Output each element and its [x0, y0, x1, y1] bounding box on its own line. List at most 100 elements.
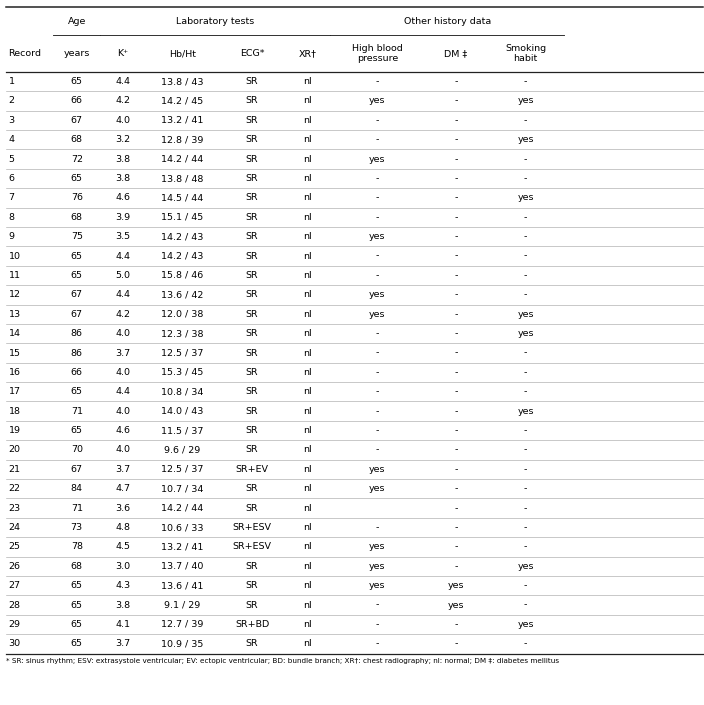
Text: 5: 5	[8, 154, 15, 164]
Text: nl: nl	[303, 465, 312, 474]
Text: 13.8 / 43: 13.8 / 43	[161, 77, 203, 86]
Text: 12.5 / 37: 12.5 / 37	[161, 348, 203, 357]
Text: -: -	[454, 97, 458, 106]
Text: 23: 23	[8, 503, 20, 513]
Text: yes: yes	[369, 97, 386, 106]
Text: SR+ESV: SR+ESV	[232, 542, 272, 551]
Text: nl: nl	[303, 174, 312, 183]
Text: 4.0: 4.0	[115, 329, 130, 338]
Text: nl: nl	[303, 426, 312, 435]
Text: 65: 65	[70, 581, 83, 590]
Text: DM ‡: DM ‡	[444, 49, 467, 58]
Text: nl: nl	[303, 484, 312, 493]
Text: -: -	[376, 77, 379, 86]
Text: 5.0: 5.0	[115, 271, 130, 280]
Text: -: -	[376, 135, 379, 145]
Text: 4.0: 4.0	[115, 116, 130, 125]
Text: 4.0: 4.0	[115, 407, 130, 416]
Text: 12.7 / 39: 12.7 / 39	[161, 620, 203, 629]
Text: 65: 65	[70, 77, 83, 86]
Text: yes: yes	[517, 620, 534, 629]
Text: -: -	[524, 446, 527, 455]
Text: 66: 66	[70, 368, 83, 377]
Text: 10.8 / 34: 10.8 / 34	[161, 387, 203, 396]
Text: 12.0 / 38: 12.0 / 38	[161, 309, 203, 319]
Text: 21: 21	[8, 465, 20, 474]
Text: SR: SR	[246, 116, 258, 125]
Text: nl: nl	[303, 213, 312, 222]
Text: yes: yes	[517, 562, 534, 571]
Text: 4.6: 4.6	[115, 193, 130, 202]
Text: 73: 73	[70, 523, 83, 532]
Text: SR: SR	[246, 271, 258, 280]
Text: 14.2 / 43: 14.2 / 43	[161, 252, 203, 261]
Text: -: -	[454, 232, 458, 241]
Text: 4.4: 4.4	[115, 252, 130, 261]
Text: 14.2 / 43: 14.2 / 43	[161, 232, 203, 241]
Text: -: -	[454, 446, 458, 455]
Text: -: -	[524, 542, 527, 551]
Text: 67: 67	[70, 309, 83, 319]
Text: nl: nl	[303, 581, 312, 590]
Text: nl: nl	[303, 154, 312, 164]
Text: 65: 65	[70, 620, 83, 629]
Text: K⁺: K⁺	[118, 49, 129, 58]
Text: 65: 65	[70, 271, 83, 280]
Text: -: -	[454, 309, 458, 319]
Text: nl: nl	[303, 329, 312, 338]
Text: SR: SR	[246, 581, 258, 590]
Text: 10.7 / 34: 10.7 / 34	[161, 484, 203, 493]
Text: SR: SR	[246, 446, 258, 455]
Text: 3.0: 3.0	[115, 562, 131, 571]
Text: 10: 10	[8, 252, 20, 261]
Text: -: -	[454, 639, 458, 649]
Text: nl: nl	[303, 446, 312, 455]
Text: -: -	[376, 213, 379, 222]
Text: -: -	[454, 407, 458, 416]
Text: -: -	[454, 542, 458, 551]
Text: 13.6 / 41: 13.6 / 41	[161, 581, 203, 590]
Text: nl: nl	[303, 116, 312, 125]
Text: -: -	[376, 348, 379, 357]
Text: 11.5 / 37: 11.5 / 37	[161, 426, 203, 435]
Text: 4.4: 4.4	[115, 77, 130, 86]
Text: * SR: sinus rhythm; ESV: extrasystole ventricular; EV: ectopic ventricular; BD: : * SR: sinus rhythm; ESV: extrasystole ve…	[6, 658, 559, 664]
Text: yes: yes	[517, 135, 534, 145]
Text: -: -	[454, 116, 458, 125]
Text: SR: SR	[246, 368, 258, 377]
Text: 15.3 / 45: 15.3 / 45	[161, 368, 203, 377]
Text: 67: 67	[70, 465, 83, 474]
Text: yes: yes	[448, 601, 464, 610]
Text: 6: 6	[8, 174, 15, 183]
Text: -: -	[454, 387, 458, 396]
Text: 3: 3	[8, 116, 15, 125]
Text: SR: SR	[246, 387, 258, 396]
Text: years: years	[63, 49, 90, 58]
Text: 13: 13	[8, 309, 20, 319]
Text: -: -	[524, 174, 527, 183]
Text: 13.7 / 40: 13.7 / 40	[161, 562, 203, 571]
Text: -: -	[376, 446, 379, 455]
Text: 70: 70	[70, 446, 83, 455]
Text: SR: SR	[246, 562, 258, 571]
Text: 10.6 / 33: 10.6 / 33	[161, 523, 203, 532]
Text: 3.6: 3.6	[115, 503, 131, 513]
Text: 4.1: 4.1	[115, 620, 130, 629]
Text: -: -	[376, 407, 379, 416]
Text: 3.7: 3.7	[115, 639, 131, 649]
Text: 27: 27	[8, 581, 20, 590]
Text: 28: 28	[8, 601, 20, 610]
Text: yes: yes	[369, 309, 386, 319]
Text: -: -	[454, 174, 458, 183]
Text: 4.0: 4.0	[115, 446, 130, 455]
Text: SR: SR	[246, 601, 258, 610]
Text: -: -	[524, 523, 527, 532]
Text: yes: yes	[369, 581, 386, 590]
Text: 65: 65	[70, 387, 83, 396]
Text: 4.8: 4.8	[115, 523, 130, 532]
Text: -: -	[376, 252, 379, 261]
Text: SR: SR	[246, 309, 258, 319]
Text: 84: 84	[70, 484, 83, 493]
Text: 8: 8	[8, 213, 15, 222]
Text: 30: 30	[8, 639, 20, 649]
